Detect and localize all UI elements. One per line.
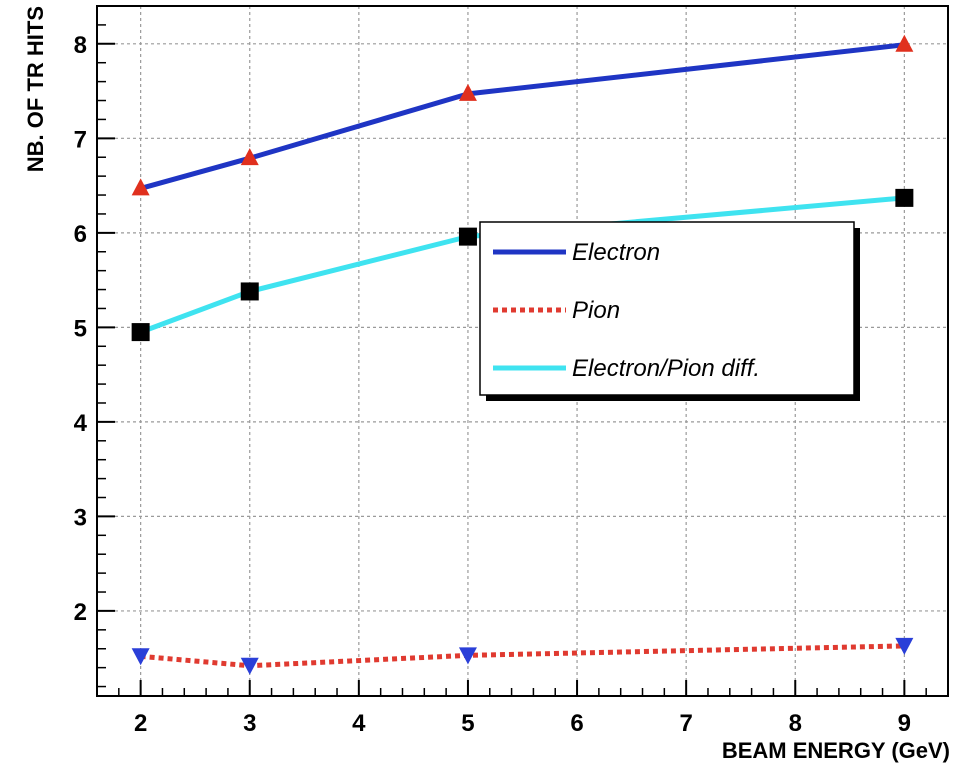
data-point-pion xyxy=(240,657,259,675)
axis-ticks: 2 3 4 5 6 7 8 9 2 3 4 5 6 7 8 xyxy=(74,5,949,737)
data-point-electron xyxy=(131,178,150,196)
x-axis-title: BEAM ENERGY (GeV) xyxy=(722,738,950,763)
y-tick-label-4: 4 xyxy=(74,410,88,437)
y-tick-label-6: 6 xyxy=(74,221,87,248)
x-tick-label-5: 5 xyxy=(461,710,474,737)
y-tick-label-2: 2 xyxy=(74,599,87,626)
x-tick-label-2: 2 xyxy=(134,710,147,737)
legend-label-pion: Pion xyxy=(572,297,620,324)
plot-frame xyxy=(96,5,949,697)
x-tick-label-4: 4 xyxy=(352,710,366,737)
data-point-electron-pion-diff xyxy=(240,282,259,301)
legend-label-electron-pion-diff: Electron/Pion diff. xyxy=(572,355,760,382)
y-axis-title: NB. OF TR HITS xyxy=(23,6,48,172)
data-point-electron-pion-diff xyxy=(895,188,914,207)
series-electron xyxy=(131,34,914,196)
data-point-electron xyxy=(895,34,914,52)
series xyxy=(131,34,914,675)
x-tick-label-7: 7 xyxy=(679,710,692,737)
legend: Electron Pion Electron/Pion diff. xyxy=(479,221,860,401)
series-electron-pion-diff xyxy=(131,188,914,342)
y-tick-label-3: 3 xyxy=(74,504,87,531)
data-point-electron-pion-diff xyxy=(131,323,150,342)
y-tick-label-8: 8 xyxy=(74,32,87,59)
data-point-electron xyxy=(458,83,477,101)
data-point-electron xyxy=(240,148,259,166)
y-tick-label-7: 7 xyxy=(74,126,87,153)
series-line-electron-pion-diff xyxy=(139,195,905,335)
x-tick-label-8: 8 xyxy=(789,710,802,737)
data-point-pion xyxy=(895,637,914,655)
legend-label-electron: Electron xyxy=(572,239,660,266)
x-tick-label-6: 6 xyxy=(570,710,583,737)
data-point-electron-pion-diff xyxy=(458,227,477,246)
x-tick-label-3: 3 xyxy=(243,710,256,737)
x-tick-label-9: 9 xyxy=(898,710,911,737)
data-point-pion xyxy=(131,648,150,666)
data-point-pion xyxy=(458,647,477,665)
series-line-electron xyxy=(139,42,905,191)
y-tick-label-5: 5 xyxy=(74,315,87,342)
series-line-pion xyxy=(140,643,905,669)
series-pion xyxy=(131,637,914,675)
